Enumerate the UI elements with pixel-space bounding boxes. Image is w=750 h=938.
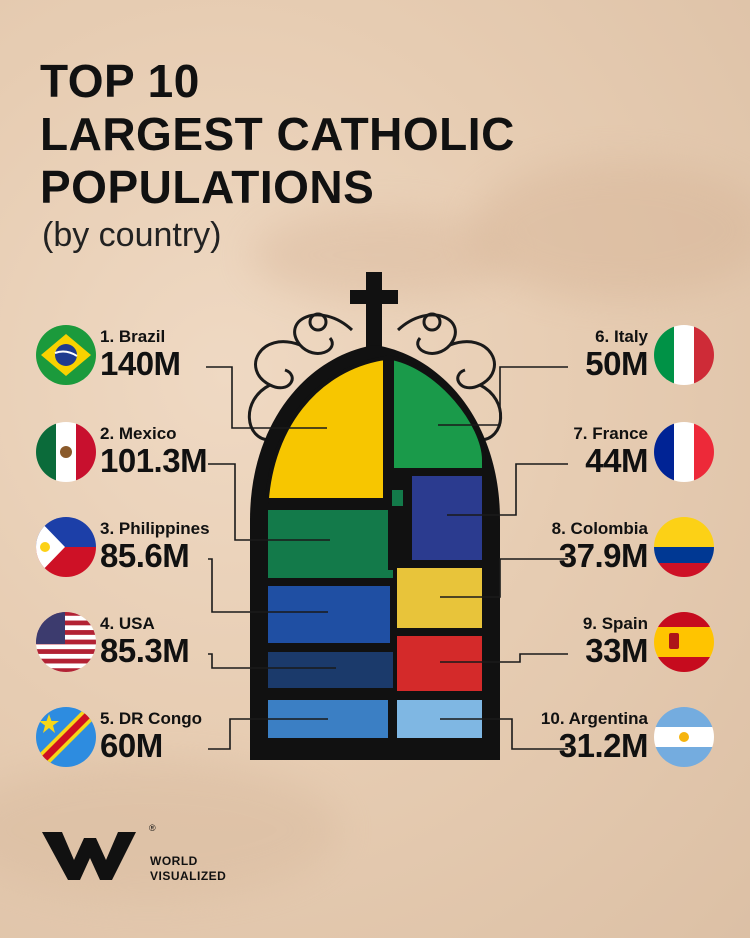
value-label: 44M	[585, 442, 648, 479]
country-label: 5. DR Congo	[100, 709, 202, 728]
country-label: 3. Philippines	[100, 519, 210, 538]
registered-mark: ®	[149, 823, 156, 833]
country-label: 2. Mexico	[100, 424, 177, 443]
leader-line-philippines	[208, 558, 328, 613]
data-label-france: 7. France 44M	[573, 424, 648, 478]
data-label-philippines: 3. Philippines 85.6M	[100, 519, 210, 573]
value-label: 33M	[585, 632, 648, 669]
value-label: 31.2M	[558, 727, 649, 764]
title-line-2: LARGEST CATHOLIC	[40, 108, 515, 160]
bar-pane-spain	[393, 632, 486, 695]
drcongo-flag-icon	[36, 707, 96, 767]
country-label: 7. France	[573, 424, 648, 443]
title-line-3: POPULATIONS	[40, 161, 375, 213]
leader-line-argentina	[440, 718, 568, 750]
leader-line-drcongo	[208, 718, 328, 750]
data-label-brazil: 1. Brazil 140M	[100, 327, 181, 381]
leader-line-usa	[208, 653, 336, 669]
country-label: 1. Brazil	[100, 327, 166, 346]
value-label: 140M	[100, 345, 181, 382]
france-flag-icon	[654, 422, 714, 482]
usa-flag-icon	[36, 612, 96, 672]
background-shade	[0, 760, 340, 900]
value-label: 85.6M	[100, 537, 190, 574]
bar-pane-colombia	[393, 564, 486, 632]
brazil-flag-icon	[36, 325, 96, 385]
subtitle: (by country)	[42, 216, 222, 254]
data-label-colombia: 8. Colombia 37.9M	[551, 519, 649, 574]
brand-name: WORLD VISUALIZED	[150, 854, 226, 884]
leader-line-france	[447, 463, 568, 516]
philippines-flag-icon	[36, 517, 96, 577]
value-label: 85.3M	[100, 632, 190, 669]
country-label: 6. Italy	[595, 327, 648, 346]
italy-flag-icon	[654, 325, 714, 385]
country-label: 9. Spain	[582, 614, 648, 633]
bar-pane-usa	[264, 648, 408, 692]
value-label: 50M	[585, 345, 648, 382]
bar-pane-france	[408, 472, 486, 564]
brand-line-1: WORLD	[150, 854, 198, 868]
spain-flag-icon	[654, 612, 714, 672]
data-label-mexico: 2. Mexico 101.3M	[100, 424, 208, 479]
brand-line-2: VISUALIZED	[150, 869, 227, 883]
bar-pane-brazil	[264, 355, 387, 521]
leader-line-italy	[438, 366, 568, 426]
title-line-1: TOP 10	[40, 55, 200, 107]
data-label-drcongo: 5. DR Congo 60M	[100, 709, 202, 763]
colombia-flag-icon	[654, 517, 714, 577]
cross-icon	[350, 272, 398, 350]
data-label-spain: 9. Spain 33M	[582, 614, 649, 669]
country-label: 8. Colombia	[551, 519, 648, 538]
country-label: 4. USA	[100, 614, 155, 633]
argentina-flag-icon	[654, 707, 714, 767]
leader-line-brazil	[206, 366, 327, 429]
value-label: 101.3M	[100, 442, 208, 479]
leader-line-mexico	[208, 463, 330, 541]
bar-pane-argentina	[393, 696, 486, 742]
bar-pane-philippines	[264, 582, 394, 647]
country-label: 10. Argentina	[540, 709, 648, 728]
data-label-argentina: 10. Argentina 31.2M	[540, 709, 649, 764]
data-label-italy: 6. Italy 50M	[585, 327, 648, 381]
bar-pane-italy	[390, 355, 486, 472]
leader-line-colombia	[440, 558, 568, 598]
leader-line-spain	[440, 653, 568, 663]
mexico-flag-icon	[36, 422, 96, 482]
value-label: 60M	[100, 727, 163, 764]
bar-pane-mexico	[264, 486, 407, 582]
data-label-usa: 4. USA 85.3M	[100, 614, 190, 669]
world-visualized-logo	[42, 832, 136, 880]
background-shade	[470, 160, 750, 300]
value-label: 37.9M	[558, 537, 649, 574]
